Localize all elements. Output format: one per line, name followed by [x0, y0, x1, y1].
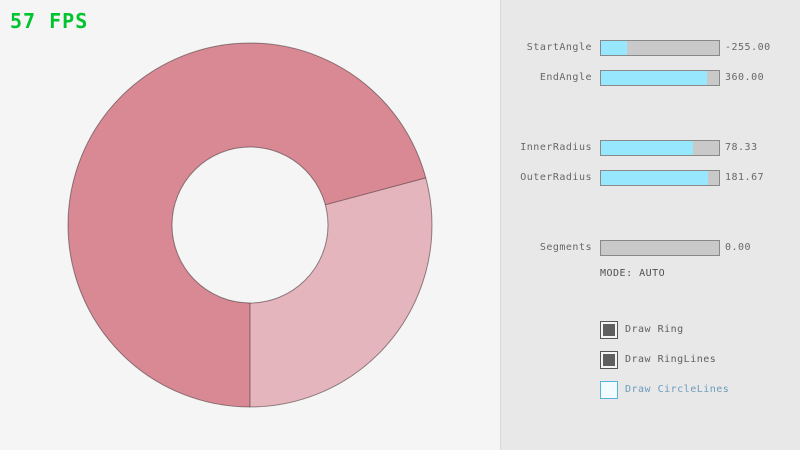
slider-outer-radius[interactable] [600, 170, 720, 186]
ring-canvas [67, 42, 433, 408]
ring-outer-line [67, 42, 433, 408]
checkbox-label-draw-circlelines: Draw CircleLines [625, 384, 730, 395]
slider-label-inner-radius: InnerRadius [520, 142, 592, 153]
segments-mode-label: MODE: AUTO [600, 268, 666, 279]
slider-value-inner-radius: 78.33 [725, 142, 758, 153]
slider-fill [601, 141, 694, 155]
ring-highlight-segment [250, 177, 432, 407]
checkbox-label-draw-ringlines: Draw RingLines [625, 354, 717, 365]
slider-start-angle[interactable] [600, 40, 720, 56]
slider-fill [601, 41, 627, 55]
slider-value-segments: 0.00 [725, 242, 752, 253]
checkbox-draw-ringlines[interactable] [600, 351, 618, 369]
checkbox-check-mark [603, 384, 615, 396]
ring-radial-line-end [325, 177, 426, 206]
slider-label-start-angle: StartAngle [526, 42, 592, 53]
slider-inner-radius[interactable] [600, 140, 720, 156]
slider-label-end-angle: EndAngle [539, 72, 592, 83]
slider-segments[interactable] [600, 240, 720, 256]
checkbox-check-mark [603, 324, 615, 336]
checkbox-draw-ring[interactable] [600, 321, 618, 339]
slider-label-segments: Segments [539, 242, 592, 253]
slider-fill [601, 71, 708, 85]
slider-label-outer-radius: OuterRadius [520, 172, 592, 183]
panel-divider [500, 0, 501, 450]
slider-end-angle[interactable] [600, 70, 720, 86]
fps-counter: 57 FPS [10, 9, 89, 33]
checkbox-label-draw-ring: Draw Ring [625, 324, 684, 335]
slider-value-start-angle: -255.00 [725, 42, 771, 53]
checkbox-draw-circlelines[interactable] [600, 381, 618, 399]
slider-fill [601, 171, 709, 185]
checkbox-check-mark [603, 354, 615, 366]
slider-value-outer-radius: 181.67 [725, 172, 765, 183]
slider-value-end-angle: 360.00 [725, 72, 765, 83]
ring-inner-line [171, 146, 329, 304]
